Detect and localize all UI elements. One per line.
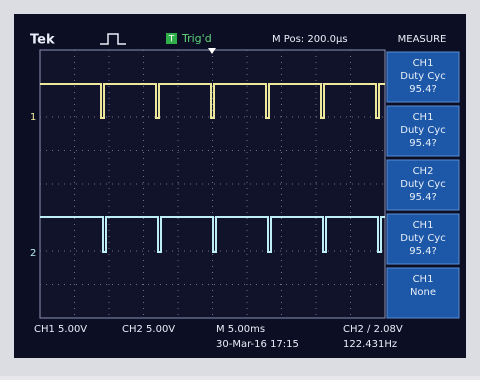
date: 30-Mar-16 17:15 <box>216 339 299 350</box>
position: M Pos: 200.0µs <box>272 34 348 45</box>
menu-value: 95.4? <box>409 138 437 149</box>
menu-value: 95.4? <box>409 246 437 257</box>
trigger-level: CH2 ∕ 2.08V <box>343 324 403 335</box>
brand: Tek <box>30 33 55 48</box>
trigger-icon: T <box>168 35 175 45</box>
menu-source: CH1 <box>413 220 434 231</box>
menu-value: 95.4? <box>409 192 437 203</box>
menu-title: MEASURE <box>398 34 447 45</box>
oscilloscope-screen: Tek T Trig'd M Pos: 200.0µs MEASURE 1 2 … <box>0 0 480 376</box>
channel-marker: 2 <box>30 248 36 259</box>
page: Tek T Trig'd M Pos: 200.0µs MEASURE 1 2 … <box>0 0 480 380</box>
menu-measurement: None <box>410 287 436 298</box>
menu-source: CH1 <box>413 274 434 285</box>
graticule <box>40 50 385 318</box>
menu-measurement: Duty Cyc <box>400 125 445 136</box>
menu-source: CH1 <box>413 58 434 69</box>
trigger-status: Trig'd <box>181 32 212 45</box>
channel-marker: 1 <box>30 112 36 123</box>
menu-measurement: Duty Cyc <box>400 179 445 190</box>
menu: CH1 Duty Cyc 95.4? CH1 Duty Cyc 95.4? CH2 Duty … <box>387 52 459 318</box>
ch1-scale: CH1 5.00V <box>34 324 87 335</box>
menu-measurement: Duty Cyc <box>400 233 445 244</box>
frequency: 122.431Hz <box>343 339 397 350</box>
menu-source: CH1 <box>413 112 434 123</box>
menu-measurement: Duty Cyc <box>400 71 445 82</box>
ch2-scale: CH2 5.00V <box>122 324 175 335</box>
menu-source: CH2 <box>413 166 434 177</box>
timebase: M 5.00ms <box>216 324 265 335</box>
menu-value: 95.4? <box>409 84 437 95</box>
